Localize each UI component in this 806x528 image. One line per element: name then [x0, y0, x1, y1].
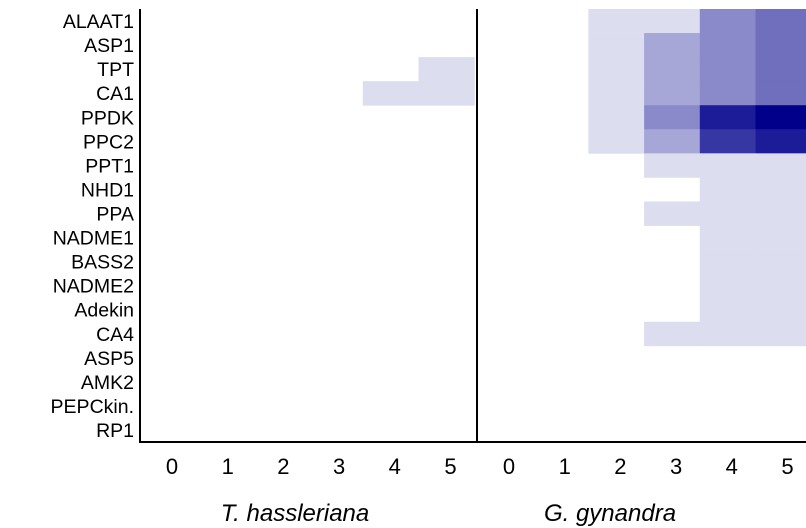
- heatmap-cell: [755, 201, 806, 226]
- species-label: G. gynandra: [544, 500, 676, 527]
- heatmap-cell: [755, 57, 806, 82]
- heatmap-cell: [755, 273, 806, 299]
- heatmap-cell: [644, 153, 701, 178]
- heatmap-cell: [699, 33, 757, 58]
- gene-label: PPA: [96, 203, 134, 225]
- species-label: T. hassleriana: [221, 500, 370, 527]
- x-tick-label: 1: [559, 454, 571, 479]
- gene-label: PPC2: [83, 131, 134, 153]
- heatmap-cell: [755, 105, 806, 130]
- heatmap-cell: [588, 105, 645, 130]
- heatmap-cell: [644, 201, 701, 226]
- heatmap-cell: [644, 321, 701, 347]
- heatmap-cell: [699, 105, 757, 130]
- heatmap-cell: [699, 225, 757, 250]
- gene-label: TPT: [97, 59, 134, 81]
- x-tick-label: 0: [166, 454, 178, 479]
- heatmap-cell: [418, 57, 475, 82]
- gene-label: NADME1: [53, 228, 134, 250]
- x-tick-label: 2: [614, 454, 626, 479]
- heatmap-cell: [362, 81, 420, 106]
- heatmap-cell: [755, 129, 806, 154]
- gene-label: RP1: [96, 420, 134, 442]
- gene-label: PPT1: [85, 155, 134, 177]
- x-tick-label: 4: [726, 454, 738, 479]
- heatmap-cell: [588, 81, 645, 106]
- x-tick-label: 5: [781, 454, 793, 479]
- gene-label: NHD1: [81, 179, 134, 201]
- gene-label: ASP5: [84, 348, 134, 370]
- axes: [139, 9, 806, 443]
- x-tick-label: 2: [277, 454, 289, 479]
- gene-label: ASP1: [84, 35, 134, 57]
- heatmap-cell: [418, 81, 475, 106]
- gene-label: BASS2: [71, 252, 134, 274]
- gene-label: PEPCkin.: [51, 396, 134, 418]
- heatmap-cell: [699, 273, 757, 299]
- gene-label: NADME2: [53, 276, 134, 298]
- heatmap-cell: [588, 9, 645, 34]
- heatmap-cell: [588, 57, 645, 82]
- heatmap-cell: [699, 81, 757, 106]
- heatmap-cell: [755, 33, 806, 58]
- x-tick-label: 1: [222, 454, 234, 479]
- gene-label: ALAAT1: [63, 11, 134, 33]
- x-tick-label: 3: [670, 454, 682, 479]
- heatmap-cell: [644, 33, 701, 58]
- heatmap-cell: [755, 81, 806, 106]
- heatmap-cell: [699, 57, 757, 82]
- heatmap-cell: [755, 321, 806, 347]
- heatmap-cells: [362, 9, 806, 347]
- heatmap-cell: [699, 153, 757, 178]
- heatmap-cell: [755, 9, 806, 34]
- x-tick-label: 3: [333, 454, 345, 479]
- gene-label: PPDK: [81, 107, 134, 129]
- heatmap-cell: [644, 9, 701, 34]
- heatmap-cell: [755, 249, 806, 275]
- heatmap-cell: [699, 201, 757, 226]
- heatmap-cell: [588, 129, 645, 154]
- heatmap-cell: [699, 9, 757, 34]
- x-tick-label: 4: [389, 454, 401, 479]
- heatmap-cell: [588, 33, 645, 58]
- heatmap-cell: [699, 249, 757, 275]
- gene-label: AMK2: [81, 372, 134, 394]
- x-tick-label: 0: [503, 454, 515, 479]
- heatmap-cell: [755, 153, 806, 178]
- heatmap-cell: [755, 177, 806, 202]
- heatmap-cell: [699, 321, 757, 347]
- gene-label: CA1: [96, 83, 134, 105]
- heatmap-cell: [644, 81, 701, 106]
- species-labels: T. hassleriana G. gynandra: [221, 500, 676, 527]
- heatmap-cell: [644, 129, 701, 154]
- heatmap-cell: [755, 297, 806, 323]
- heatmap-cell: [644, 57, 701, 82]
- heatmap-cell: [699, 129, 757, 154]
- x-tick-labels: 0 1 2 3 4 5 0 1 2 3 4 5: [166, 454, 794, 479]
- heatmap-cell: [755, 225, 806, 250]
- gene-label: Adekin: [74, 300, 134, 322]
- heatmap-cell: [644, 105, 701, 130]
- x-tick-label: 5: [444, 454, 456, 479]
- gene-label: CA4: [96, 324, 134, 346]
- heatmap-cell: [699, 297, 757, 323]
- heatmap-cell: [699, 177, 757, 202]
